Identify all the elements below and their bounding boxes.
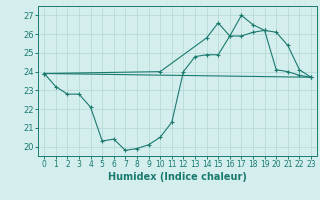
- X-axis label: Humidex (Indice chaleur): Humidex (Indice chaleur): [108, 172, 247, 182]
